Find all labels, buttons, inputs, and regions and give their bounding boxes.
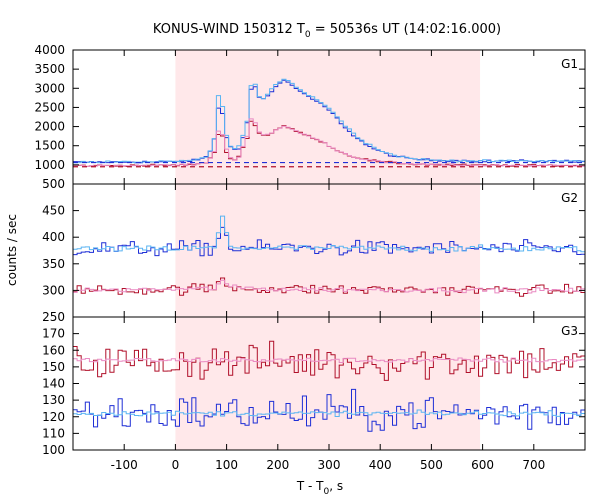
y-tick-label-g3-100: 100 <box>42 443 65 457</box>
y-tick-label-g2-450: 450 <box>42 204 65 218</box>
y-tick-label-g3-110: 110 <box>42 426 65 440</box>
x-tick-label-200: 200 <box>266 458 289 472</box>
shaded-interval-g3 <box>175 317 481 450</box>
y-tick-label-g1-1000: 1000 <box>34 158 65 172</box>
series-g2-light-blue <box>73 215 585 253</box>
x-tick-label-500: 500 <box>420 458 443 472</box>
series-g3-blue <box>73 388 585 432</box>
y-tick-label-g1-2500: 2500 <box>34 100 65 114</box>
y-tick-label-g1-1500: 1500 <box>34 139 65 153</box>
shaded-interval-g1 <box>175 50 481 184</box>
series-g3-red <box>73 340 585 381</box>
x-tick-label-700: 700 <box>522 458 545 472</box>
series-g3-light-blue <box>73 409 585 417</box>
shaded-interval-g2 <box>175 184 481 317</box>
y-tick-label-g3-120: 120 <box>42 410 65 424</box>
series-layer <box>73 78 585 432</box>
series-g3-pink <box>73 357 585 363</box>
x-tick-label-400: 400 <box>369 458 392 472</box>
background-levels <box>73 161 585 168</box>
y-tick-label-g3-130: 130 <box>42 393 65 407</box>
y-tick-label-g3-170: 170 <box>42 327 65 341</box>
y-tick-label-g1-4000: 4000 <box>34 43 65 57</box>
y-tick-label-g1-2000: 2000 <box>34 120 65 134</box>
panel-label-g1: G1 <box>561 57 578 71</box>
series-g2-pink <box>73 279 585 294</box>
y-tick-label-g2-300: 300 <box>42 283 65 297</box>
chart-title: KONUS-WIND 150312 T0 = 50536s UT (14:02:… <box>153 22 501 40</box>
ticks: 5001000150020002500300035004000250300350… <box>34 43 585 472</box>
x-tick-label-100: 100 <box>215 458 238 472</box>
x-tick-label-300: 300 <box>318 458 341 472</box>
x-tick-label-600: 600 <box>471 458 494 472</box>
x-tick-label--100: -100 <box>111 458 138 472</box>
y-tick-label-g1-500: 500 <box>42 177 65 191</box>
series-g1-pink <box>73 118 585 168</box>
y-tick-label-g3-150: 150 <box>42 360 65 374</box>
panel-label-g3: G3 <box>561 324 578 338</box>
y-tick-label-g2-250: 250 <box>42 310 65 324</box>
y-tick-label-g3-160: 160 <box>42 343 65 357</box>
y-axis-label: counts / sec <box>5 214 19 286</box>
series-g2-blue <box>73 226 585 257</box>
x-axis-label: T - T0, s <box>296 479 343 497</box>
series-g1-light-blue <box>73 78 585 164</box>
y-tick-label-g1-3000: 3000 <box>34 81 65 95</box>
x-tick-label-0: 0 <box>172 458 180 472</box>
y-tick-label-g3-140: 140 <box>42 377 65 391</box>
panel-label-g2: G2 <box>561 191 578 205</box>
y-tick-label-g2-400: 400 <box>42 230 65 244</box>
y-tick-label-g2-350: 350 <box>42 257 65 271</box>
y-tick-label-g1-3500: 3500 <box>34 62 65 76</box>
